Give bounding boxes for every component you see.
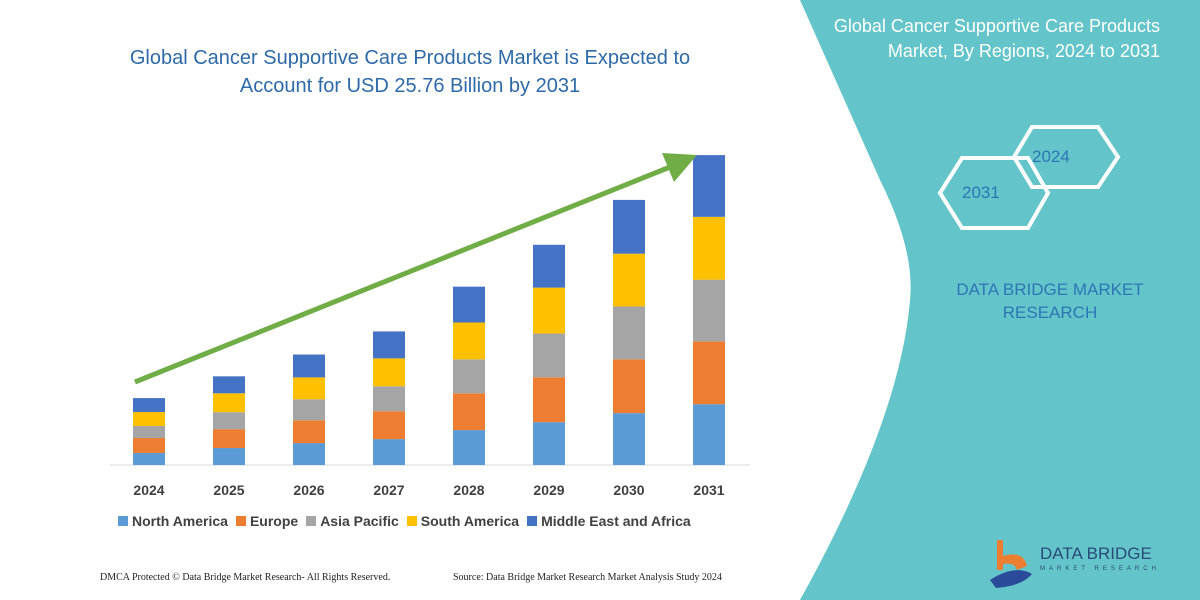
bar-segment-2027-asia-pacific	[373, 386, 405, 412]
bar-segment-2026-south-america	[293, 377, 325, 400]
bar-segment-2031-north-america	[693, 404, 725, 465]
legend-swatch	[306, 516, 317, 526]
bar-segment-2024-europe	[133, 438, 165, 453]
trend-arrow	[134, 164, 671, 385]
side-panel-title: Global Cancer Supportive Care Products M…	[833, 16, 1160, 61]
x-tick-label: 2027	[373, 482, 404, 498]
hex-label-2031: 2031	[962, 183, 1000, 202]
hexagon-2031	[937, 156, 1051, 230]
x-tick-label: 2030	[613, 482, 644, 498]
bar-segment-2031-middle-east-and-africa	[693, 155, 725, 217]
legend-swatch	[406, 516, 417, 526]
bar-segment-2025-asia-pacific	[213, 412, 245, 430]
legend-item: Middle East and Africa	[527, 513, 691, 529]
x-tick-label: 2029	[533, 482, 564, 498]
footer-source: Source: Data Bridge Market Research Mark…	[453, 572, 722, 583]
bar-segment-2028-north-america	[453, 430, 485, 465]
legend-swatch	[235, 516, 246, 526]
bar-segment-2024-south-america	[133, 412, 165, 427]
bar-segment-2025-south-america	[213, 393, 245, 413]
bar-segment-2025-north-america	[213, 448, 245, 465]
bar-segment-2026-middle-east-and-africa	[293, 354, 325, 378]
bar-segment-2026-europe	[293, 420, 325, 444]
x-tick-label: 2028	[453, 482, 484, 498]
bar-segment-2025-middle-east-and-africa	[213, 376, 245, 394]
bar-segment-2030-north-america	[613, 413, 645, 465]
bar-segment-2024-north-america	[133, 452, 165, 465]
bar-segment-2030-south-america	[613, 253, 645, 307]
bar-segment-2031-south-america	[693, 216, 725, 280]
legend-swatch	[118, 516, 128, 526]
legend-item: South America	[406, 513, 520, 529]
bar-segment-2029-europe	[533, 377, 565, 423]
bar-segment-2030-asia-pacific	[613, 306, 645, 360]
bar-segment-2025-europe	[213, 429, 245, 449]
legend-item: Asia Pacific	[306, 513, 399, 529]
legend-label: Europe	[249, 513, 299, 529]
x-tick-label: 2025	[213, 482, 244, 498]
bar-segment-2027-north-america	[373, 439, 405, 465]
legend-label: Asia Pacific	[320, 513, 399, 529]
bar-segment-2028-europe	[453, 393, 485, 431]
logo-icon	[990, 540, 1032, 588]
bar-segment-2024-middle-east-and-africa	[133, 398, 165, 413]
hex-label-2024: 2024	[1032, 147, 1070, 166]
legend-label: North America	[132, 513, 228, 529]
bar-segment-2028-asia-pacific	[453, 359, 485, 394]
teal-panel	[800, 0, 1200, 600]
bar-segment-2024-asia-pacific	[133, 426, 165, 439]
bar-segment-2028-middle-east-and-africa	[453, 286, 485, 323]
bar-segment-2027-middle-east-and-africa	[373, 331, 405, 359]
legend-label: Middle East and Africa	[541, 513, 691, 529]
bar-segment-2026-north-america	[293, 443, 325, 465]
brand-text: DATA BRIDGE MARKET RESEARCH	[956, 280, 1144, 322]
bar-segment-2029-south-america	[533, 287, 565, 334]
x-tick-label: 2024	[133, 482, 164, 498]
logo-text: DATA BRIDGE	[1040, 544, 1152, 563]
chart-title: Global Cancer Supportive Care Products M…	[129, 47, 691, 97]
logo-subtext: MARKET RESEARCH	[1040, 566, 1160, 572]
stacked-bar-chart: 2024 2025 2026 2027 2028 2029 2030 2031	[110, 155, 750, 498]
footer-copyright: DMCA Protected © Data Bridge Market Rese…	[100, 572, 391, 583]
bar-segment-2031-europe	[693, 341, 725, 405]
x-tick-label: 2026	[293, 482, 324, 498]
bar-segment-2027-south-america	[373, 358, 405, 387]
x-tick-label: 2031	[693, 482, 724, 498]
bar-segment-2028-south-america	[453, 322, 485, 360]
bar-segment-2031-asia-pacific	[693, 279, 725, 342]
bar-segment-2029-asia-pacific	[533, 333, 565, 378]
bar-segment-2030-middle-east-and-africa	[613, 199, 645, 254]
legend-swatch	[527, 516, 538, 526]
chart-legend: North America Europe Asia Pacific South Ame…	[118, 513, 691, 529]
legend-item: North America	[118, 513, 228, 529]
bar-segment-2029-north-america	[533, 422, 565, 465]
bar-segment-2029-middle-east-and-africa	[533, 244, 565, 288]
legend-item: Europe	[235, 513, 299, 529]
legend-label: South America	[420, 513, 520, 529]
bar-segment-2026-asia-pacific	[293, 399, 325, 421]
bar-segment-2027-europe	[373, 411, 405, 440]
bar-segment-2030-europe	[613, 359, 645, 414]
trend-arrow-head	[662, 153, 697, 182]
